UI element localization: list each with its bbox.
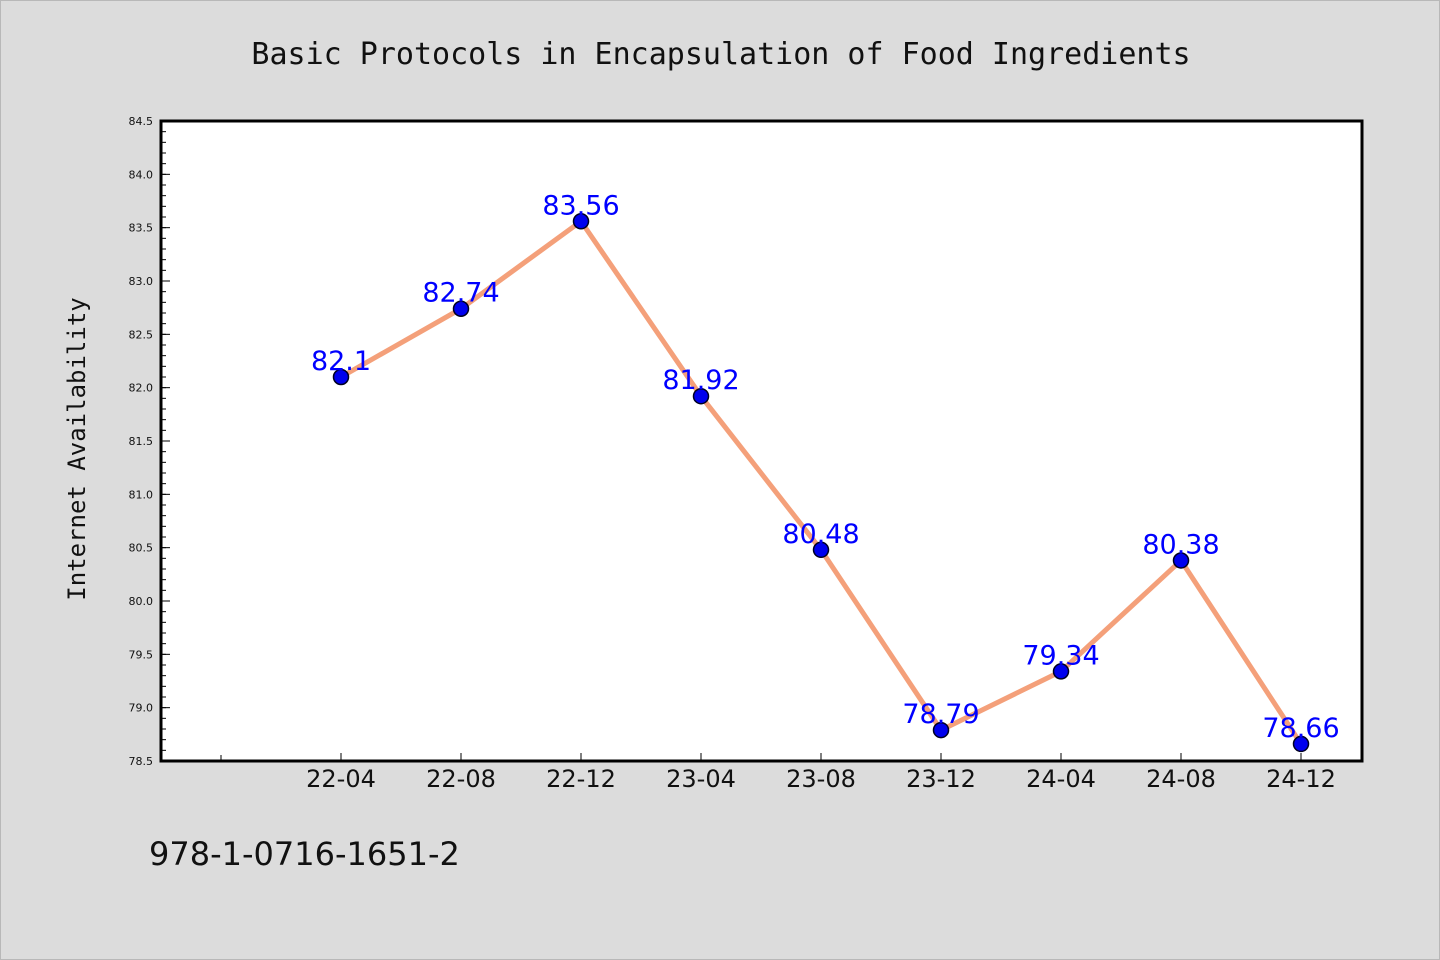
y-tick-label: 84.5 xyxy=(129,115,154,128)
x-tick-label: 23-08 xyxy=(786,765,856,793)
data-label: 82.74 xyxy=(422,278,499,309)
y-tick-label: 79.0 xyxy=(129,702,154,715)
x-tick-label: 22-04 xyxy=(306,765,376,793)
y-tick-label: 78.5 xyxy=(129,755,154,768)
x-tick-label: 24-04 xyxy=(1026,765,1096,793)
y-tick-label: 80.5 xyxy=(129,542,154,555)
x-tick-label: 23-04 xyxy=(666,765,736,793)
plot-area xyxy=(161,121,1362,761)
y-tick-label: 79.5 xyxy=(129,648,154,661)
data-point xyxy=(1172,552,1190,569)
data-point xyxy=(932,721,950,739)
chart-title: Basic Protocols in Encapsulation of Food… xyxy=(251,37,1190,72)
data-point xyxy=(572,213,590,230)
data-label: 83.56 xyxy=(542,190,619,221)
footnote-isbn: 978-1-0716-1651-2 xyxy=(149,835,460,873)
x-tick-label: 22-08 xyxy=(426,765,496,793)
data-point xyxy=(332,368,350,386)
y-tick-label: 82.0 xyxy=(129,382,154,395)
x-axis-ticks: 22-04 22-08 22-12 23-04 23-08 23-12 24-04 24-08… xyxy=(220,753,1336,793)
data-label: 78.79 xyxy=(902,699,979,730)
x-tick-label: 24-12 xyxy=(1266,765,1336,793)
y-tick-label: 83.0 xyxy=(129,275,154,288)
y-tick-label: 83.5 xyxy=(129,222,154,235)
data-label: 78.66 xyxy=(1262,713,1339,744)
y-tick-label: 81.0 xyxy=(129,488,154,501)
y-tick-label: 81.5 xyxy=(129,435,154,448)
data-point xyxy=(1292,735,1310,753)
y-axis-ticks: 78.5 79.0 79.5 80.0 80.5 81.0 81.5 82.0 82.5 83.0… xyxy=(129,115,170,768)
data-point xyxy=(692,387,710,405)
y-tick-label: 84.0 xyxy=(129,168,154,181)
series-markers xyxy=(332,213,1310,753)
data-label: 80.38 xyxy=(1142,529,1219,560)
data-label: 80.48 xyxy=(782,519,859,550)
data-label: 79.34 xyxy=(1022,640,1099,671)
y-tick-label: 80.0 xyxy=(129,595,154,608)
x-tick-label: 23-12 xyxy=(906,765,976,793)
data-point xyxy=(452,300,470,317)
y-axis-label: Internet Availability xyxy=(63,297,91,600)
x-tick-label: 22-12 xyxy=(546,765,616,793)
data-point xyxy=(1052,663,1070,680)
data-label: 82.1 xyxy=(311,346,371,377)
data-point xyxy=(812,541,830,559)
plot-frame xyxy=(159,119,1364,763)
x-tick-label: 24-08 xyxy=(1146,765,1216,793)
data-labels: 82.1 82.74 83.56 81.92 80.48 78.79 79.34 80.38 7… xyxy=(311,190,1340,744)
y-tick-label: 82.5 xyxy=(129,328,154,341)
data-label: 81.92 xyxy=(662,365,739,396)
